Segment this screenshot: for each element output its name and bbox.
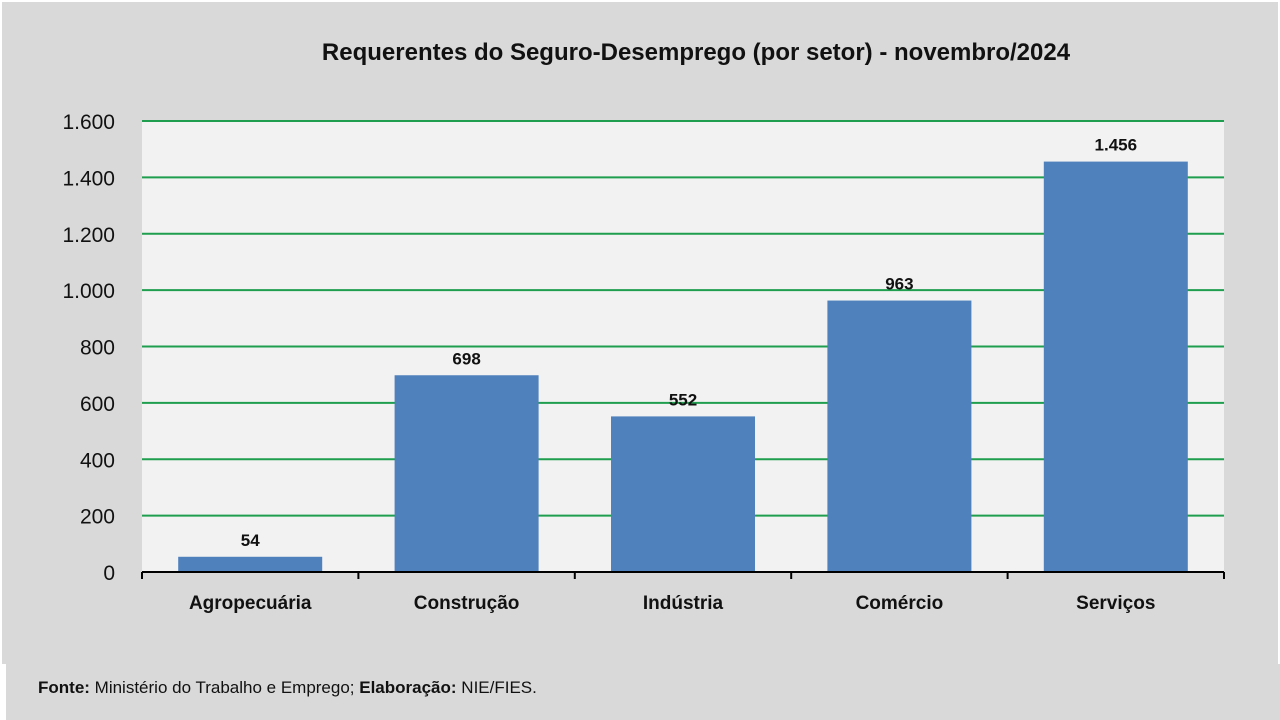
elaboration-label: Elaboração:: [359, 678, 457, 697]
x-tick-label: Construção: [414, 593, 520, 614]
footer: Fonte: Ministério do Trabalho e Emprego;…: [6, 664, 1280, 720]
x-tick-label: Comércio: [856, 593, 944, 614]
x-tick-label: Serviços: [1076, 593, 1155, 614]
bar: [827, 300, 972, 572]
y-tick-label: 1.600: [62, 111, 115, 134]
data-label: 698: [452, 349, 480, 368]
bar: [611, 416, 755, 572]
y-tick-label: 600: [80, 393, 115, 416]
data-label: 54: [241, 531, 260, 550]
x-tick-label: Indústria: [643, 593, 724, 614]
y-tick-label: 200: [80, 506, 115, 529]
bar: [178, 556, 323, 572]
bar: [1043, 161, 1188, 572]
bar-chart: Requerentes do Seguro-Desemprego (por se…: [62, 39, 1225, 614]
source-label: Fonte:: [38, 678, 90, 697]
y-tick-label: 400: [80, 449, 115, 472]
y-tick-label: 1.200: [62, 224, 115, 247]
source-note: Fonte: Ministério do Trabalho e Emprego;…: [38, 678, 537, 698]
y-tick-label: 1.400: [62, 167, 115, 190]
chart-title: Requerentes do Seguro-Desemprego (por se…: [322, 39, 1071, 66]
source-text: Ministério do Trabalho e Emprego;: [89, 678, 360, 697]
x-tick-label: Agropecuária: [189, 593, 312, 614]
y-tick-label: 0: [103, 562, 115, 585]
data-label: 1.456: [1095, 136, 1138, 155]
data-label: 963: [885, 275, 913, 294]
bar: [394, 375, 539, 572]
y-tick-label: 800: [80, 337, 115, 360]
data-label: 552: [669, 390, 697, 409]
elaboration-text: NIE/FIES.: [456, 678, 537, 697]
y-tick-label: 1.000: [62, 280, 115, 303]
